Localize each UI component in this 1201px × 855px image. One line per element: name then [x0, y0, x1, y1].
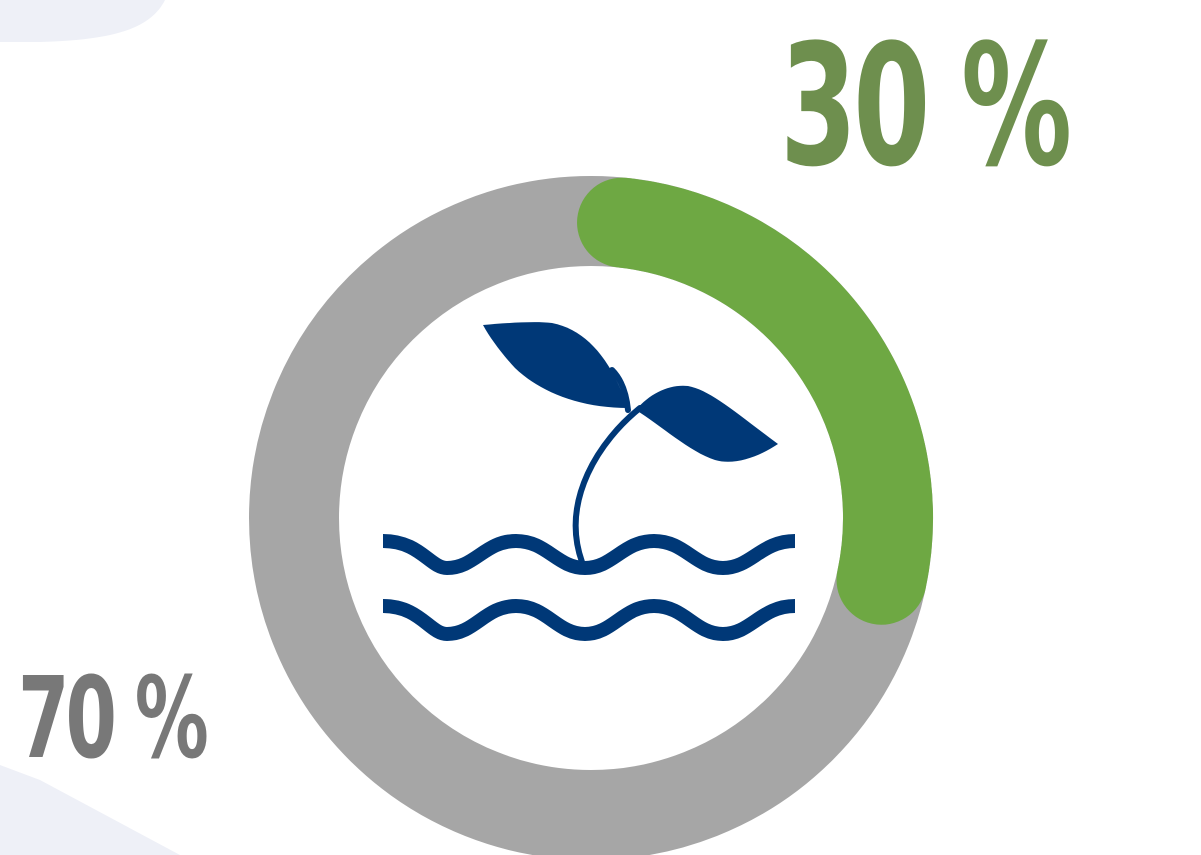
donut-slice-30	[577, 177, 933, 625]
sprout-leaf-upper-icon	[483, 322, 628, 408]
slice-label-30: 30 %	[780, 8, 1072, 204]
sprout-stem-icon	[572, 367, 643, 565]
sprout-leaf-lower-icon	[636, 385, 778, 462]
water-wave-upper-icon	[382, 533, 796, 576]
sprout-over-water-icon	[382, 322, 796, 642]
water-wave-lower-icon	[382, 598, 796, 642]
background-corner-shape-bottom	[0, 765, 180, 855]
slice-label-70: 70 %	[18, 654, 209, 784]
background-corner-shape-top	[0, 0, 165, 42]
